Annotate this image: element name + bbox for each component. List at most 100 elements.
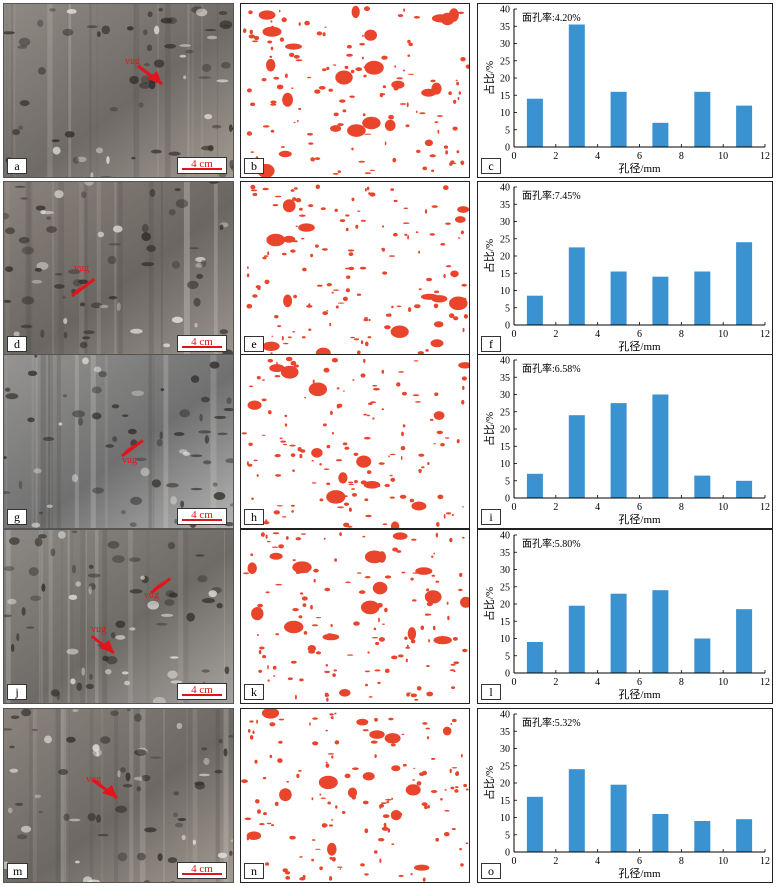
pore xyxy=(258,669,263,673)
pore xyxy=(422,877,426,882)
histogram-bar xyxy=(610,403,627,498)
pore xyxy=(458,362,469,369)
pore xyxy=(327,753,335,755)
x-tick-label: 6 xyxy=(637,502,642,513)
pore xyxy=(267,40,273,44)
y-tick-label: 20 xyxy=(500,74,510,85)
pore xyxy=(280,365,299,379)
pore xyxy=(406,102,409,108)
pore xyxy=(436,522,440,527)
pore xyxy=(337,403,343,408)
pore xyxy=(456,439,460,444)
pore xyxy=(290,360,297,366)
pore xyxy=(266,540,271,543)
pore xyxy=(325,763,330,768)
pore xyxy=(262,379,265,381)
pore xyxy=(256,634,259,636)
pore xyxy=(297,119,299,123)
y-tick-label: 35 xyxy=(500,727,510,738)
pore xyxy=(278,718,285,721)
pore xyxy=(349,95,355,98)
pore xyxy=(262,776,267,780)
pore xyxy=(443,274,446,278)
scale-bar-line xyxy=(182,694,222,696)
pore xyxy=(440,798,443,801)
pore xyxy=(351,795,356,800)
pore xyxy=(251,40,259,43)
pore xyxy=(405,646,410,649)
pore xyxy=(250,151,254,153)
x-tick-label: 8 xyxy=(679,677,684,688)
pore xyxy=(250,553,254,556)
pore xyxy=(393,86,399,91)
x-tick-label: 10 xyxy=(718,329,728,340)
histogram-bar xyxy=(610,784,627,852)
pore xyxy=(272,665,277,670)
y-tick-label: 30 xyxy=(500,217,510,228)
pore xyxy=(339,532,342,537)
pore xyxy=(295,59,303,62)
pore xyxy=(384,119,396,131)
x-tick-label: 4 xyxy=(595,151,600,162)
pore xyxy=(331,357,338,363)
histogram-svg: 0 5 10 15 20 25 30 35 40 0 2 4 6 8 10 12 面孔率:6.58% 孔径/mm 占… xyxy=(482,356,770,527)
pore xyxy=(295,537,302,541)
scale-bar-line xyxy=(182,346,222,348)
pore xyxy=(261,78,267,82)
pore xyxy=(315,184,320,190)
pore xyxy=(247,400,262,410)
pore xyxy=(326,694,330,697)
pore xyxy=(371,637,379,639)
pore xyxy=(326,310,329,312)
pore xyxy=(250,184,256,190)
pore xyxy=(353,452,359,456)
pore xyxy=(393,232,398,237)
pore xyxy=(453,99,457,104)
y-tick-label: 10 xyxy=(500,286,510,297)
pore xyxy=(431,574,436,577)
pore xyxy=(246,88,252,93)
pore xyxy=(350,336,355,339)
core-photo: vug g 4 cm xyxy=(3,354,234,529)
pore xyxy=(249,29,253,35)
panel-letter: k xyxy=(244,684,264,700)
pore xyxy=(309,722,311,726)
pore xyxy=(451,718,457,723)
pore xyxy=(414,698,419,701)
pore xyxy=(326,490,346,504)
y-tick-label: 35 xyxy=(500,200,510,211)
pore xyxy=(291,510,294,513)
pore xyxy=(326,444,331,449)
histogram-bar xyxy=(694,475,711,498)
pore xyxy=(381,369,385,374)
pore xyxy=(433,411,445,420)
pore xyxy=(379,92,383,98)
pore xyxy=(322,32,326,37)
histogram-bar xyxy=(568,415,585,498)
pore xyxy=(324,824,328,827)
pore xyxy=(299,592,304,595)
pore xyxy=(262,187,269,191)
pore xyxy=(318,86,326,90)
pore xyxy=(250,189,258,192)
pore xyxy=(292,197,297,201)
pore xyxy=(449,669,456,672)
pore xyxy=(267,358,273,363)
pore xyxy=(410,693,417,698)
pore xyxy=(285,876,291,880)
pore xyxy=(334,558,337,562)
y-tick-label: 25 xyxy=(500,234,510,245)
vug-label: vug xyxy=(74,263,89,274)
pore xyxy=(351,197,355,202)
pore xyxy=(327,801,331,805)
pore xyxy=(411,538,417,541)
pore xyxy=(355,224,359,229)
y-tick-label: 15 xyxy=(500,796,510,807)
histogram-bar xyxy=(568,605,585,673)
histogram-bar xyxy=(568,247,585,325)
pore xyxy=(315,244,319,248)
pore xyxy=(364,576,371,579)
core-photo-image: vug xyxy=(4,709,233,882)
pore xyxy=(289,835,296,840)
pore xyxy=(356,718,369,726)
